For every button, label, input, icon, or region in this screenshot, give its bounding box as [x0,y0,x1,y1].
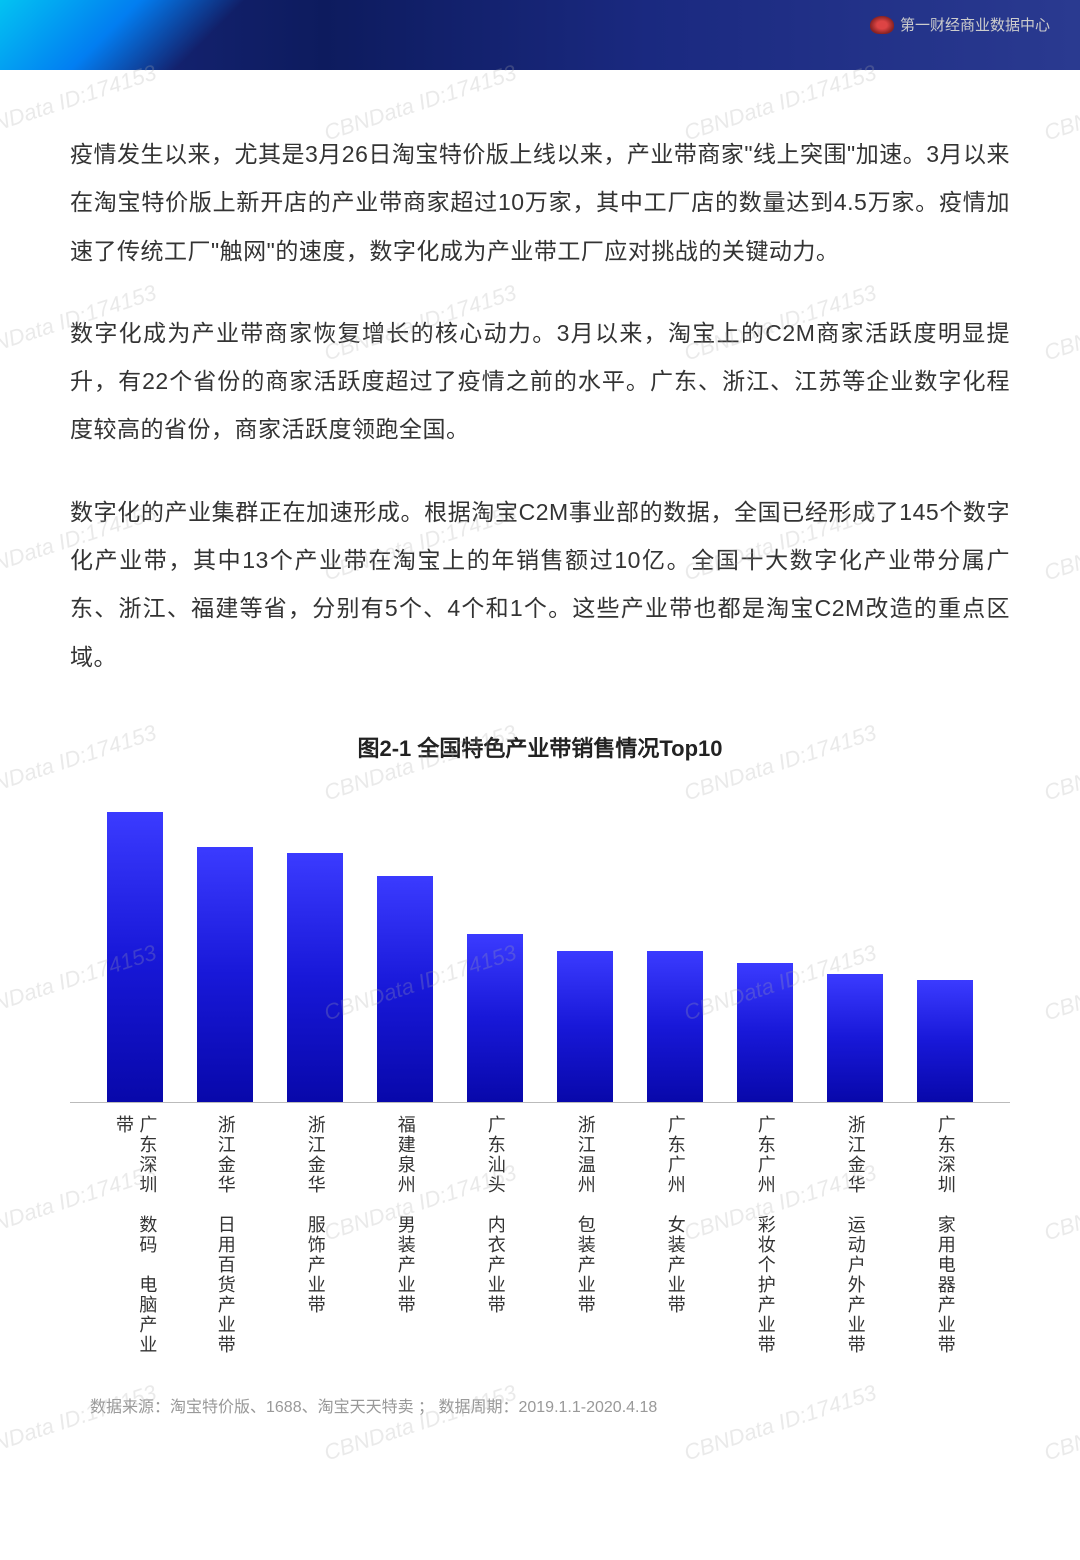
bar [557,951,613,1102]
bar-wrap [450,793,540,1102]
bar [827,974,883,1102]
bar-label-wrap: 广东汕头 内衣产业带 [450,1115,540,1365]
source-text: 数据来源：淘宝特价版、1688、淘宝天天特卖 ； 数据周期：2019.1.1-2… [70,1393,1010,1417]
bar [647,951,703,1102]
header-decoration [0,0,280,70]
bar-wrap [720,793,810,1102]
bar-label-wrap: 浙江金华 服饰产业带 [270,1115,360,1365]
bar-label: 浙江金华 日用百货产业带 [213,1115,236,1365]
bar-label-wrap: 广东广州 女装产业带 [630,1115,720,1365]
paragraph-3: 数字化的产业集群正在加速形成。根据淘宝C2M事业部的数据，全国已经形成了145个… [70,488,1010,681]
logo-text: 第一财经商业数据中心 [900,14,1050,35]
chart-section: 图2-1 全国特色产业带销售情况Top10 广东深圳 数码 电脑产业带 浙江金华 … [0,731,1080,1417]
chart-bars-area [70,793,1010,1103]
bar-label-wrap: 广东深圳 数码 电脑产业带 [90,1115,180,1365]
bar-label-wrap: 广东广州 彩妆个护产业带 [720,1115,810,1365]
bar-label: 广东汕头 内衣产业带 [483,1115,506,1365]
bar-wrap [360,793,450,1102]
bar-wrap [900,793,990,1102]
header-logo: 第一财经商业数据中心 [870,14,1050,35]
bar [377,876,433,1102]
bar-label: 浙江金华 运动户外产业带 [843,1115,866,1365]
bar-label: 福建泉州 男装产业带 [393,1115,416,1365]
bar-label-wrap: 浙江金华 运动户外产业带 [810,1115,900,1365]
bar-label-wrap: 浙江温州 包装产业带 [540,1115,630,1365]
header-banner: 第一财经商业数据中心 [0,0,1080,70]
bar-label: 广东深圳 家用电器产业带 [933,1115,956,1365]
bar-wrap [270,793,360,1102]
logo-icon [870,16,894,34]
chart-labels-row: 广东深圳 数码 电脑产业带 浙江金华 日用百货产业带 浙江金华 服饰产业带 福建泉州 … [70,1103,1010,1365]
content-area: 疫情发生以来，尤其是3月26日淘宝特价版上线以来，产业带商家"线上突围"加速。3… [0,70,1080,681]
bar-label: 广东深圳 数码 电脑产业带 [112,1115,159,1365]
chart-title: 图2-1 全国特色产业带销售情况Top10 [70,731,1010,763]
bar-wrap [90,793,180,1102]
bar [107,812,163,1102]
bar-wrap [540,793,630,1102]
bar [467,934,523,1102]
bar-label-wrap: 广东深圳 家用电器产业带 [900,1115,990,1365]
paragraph-2: 数字化成为产业带商家恢复增长的核心动力。3月以来，淘宝上的C2M商家活跃度明显提… [70,309,1010,454]
bar-label: 广东广州 女装产业带 [663,1115,686,1365]
bar-wrap [180,793,270,1102]
bar [917,980,973,1102]
bar [197,847,253,1102]
bar-wrap [810,793,900,1102]
bar-label: 广东广州 彩妆个护产业带 [753,1115,776,1365]
bar-label-wrap: 福建泉州 男装产业带 [360,1115,450,1365]
bar-label-wrap: 浙江金华 日用百货产业带 [180,1115,270,1365]
bar [737,963,793,1102]
paragraph-1: 疫情发生以来，尤其是3月26日淘宝特价版上线以来，产业带商家"线上突围"加速。3… [70,130,1010,275]
bar-label: 浙江温州 包装产业带 [573,1115,596,1365]
bar-wrap [630,793,720,1102]
bar-label: 浙江金华 服饰产业带 [303,1115,326,1365]
bar [287,853,343,1102]
